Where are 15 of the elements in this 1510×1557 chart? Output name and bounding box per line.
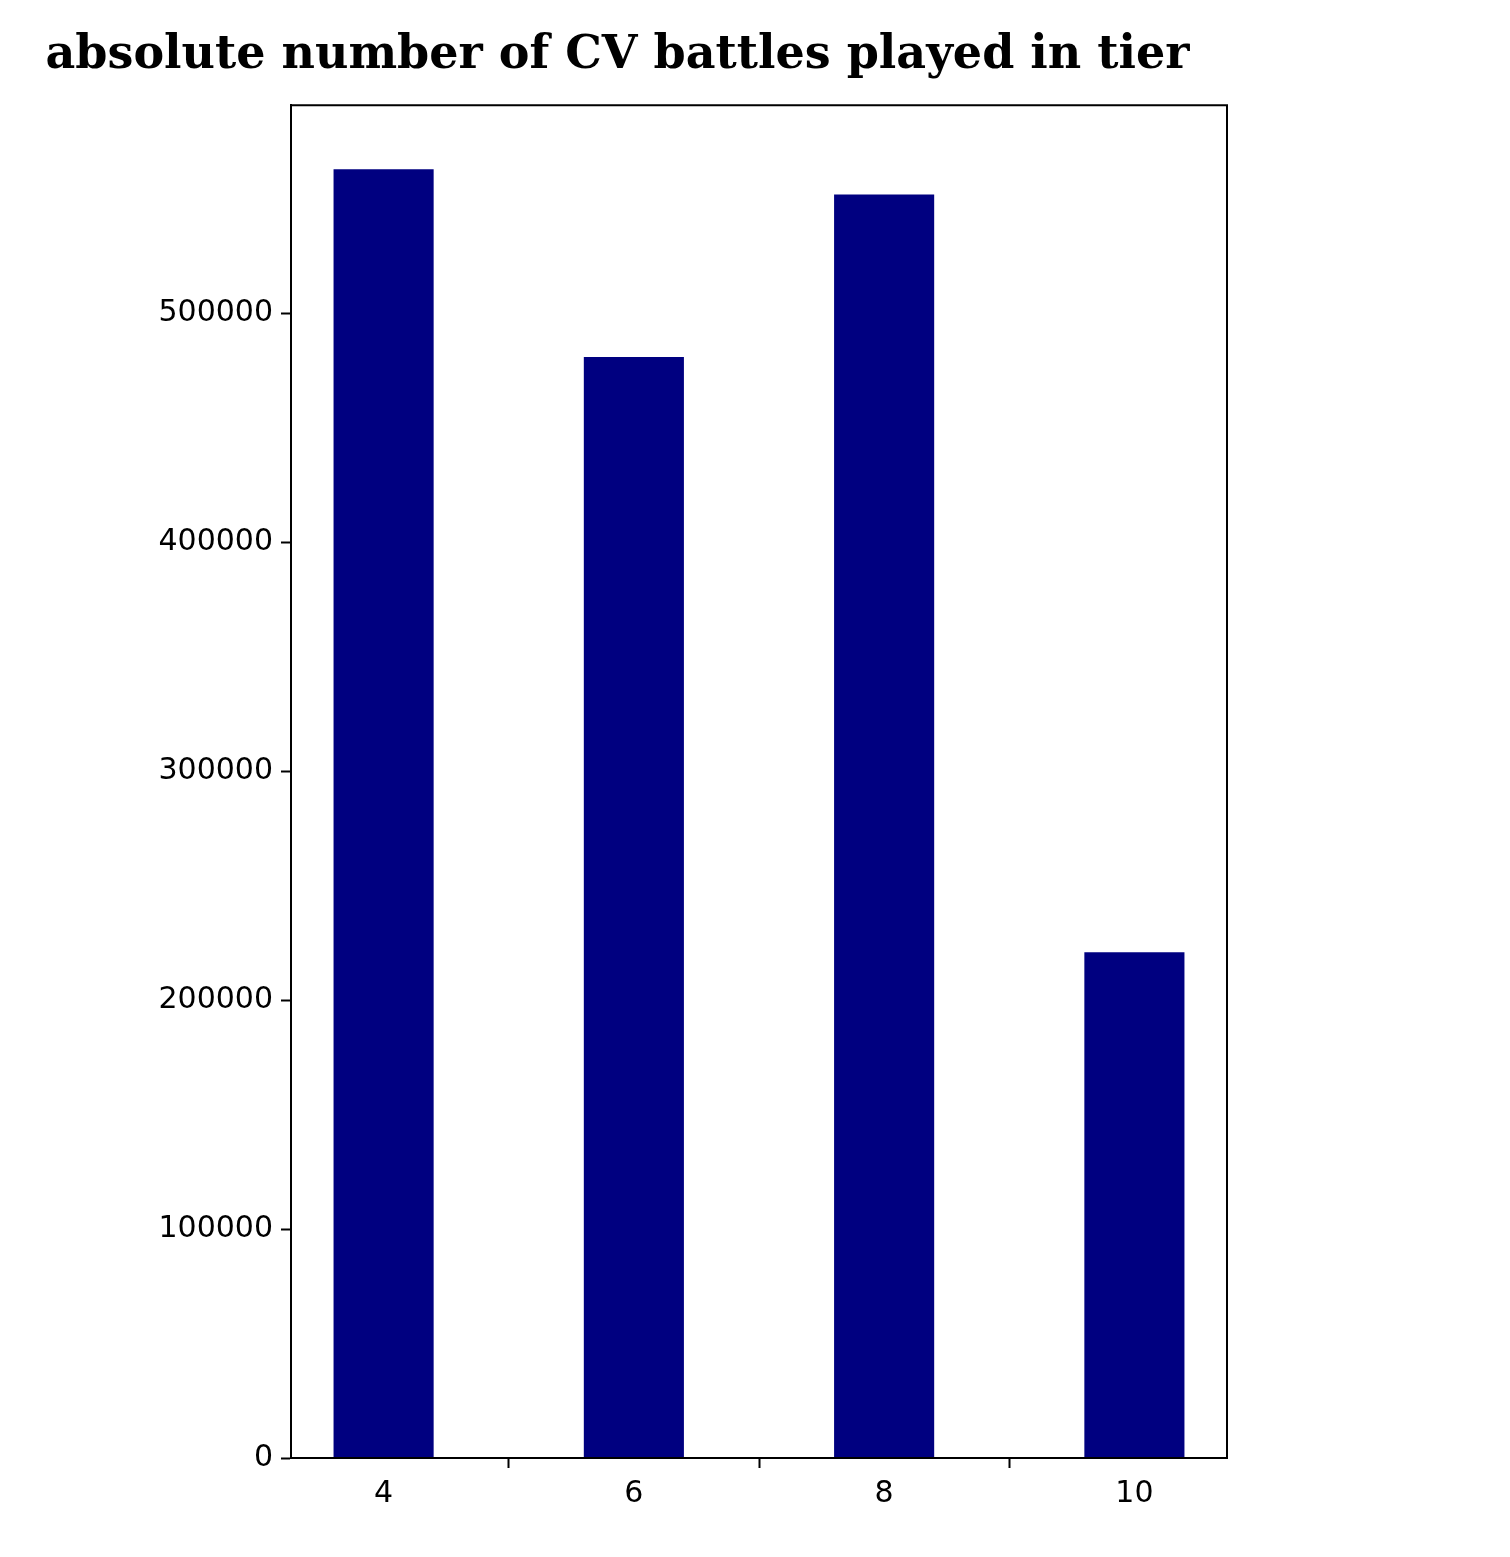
bar xyxy=(333,169,434,1458)
y-tick-label: 200000 xyxy=(158,980,273,1015)
y-tick-label: 300000 xyxy=(158,751,273,787)
x-tick-label: 4 xyxy=(374,1473,394,1509)
y-tick-label: 400000 xyxy=(158,522,273,558)
y-tick-label: 500000 xyxy=(158,293,273,329)
y-tick-label: 100000 xyxy=(158,1208,273,1244)
bar xyxy=(1084,952,1185,1458)
y-tick-label: 0 xyxy=(253,1437,273,1473)
x-tick-label: 6 xyxy=(624,1473,644,1509)
bar xyxy=(583,356,684,1458)
chart-title: absolute number of CV battles played in tier xyxy=(45,24,1191,79)
x-tick-label: 10 xyxy=(1115,1473,1154,1509)
bar xyxy=(834,194,935,1458)
x-tick-label: 8 xyxy=(874,1473,894,1509)
